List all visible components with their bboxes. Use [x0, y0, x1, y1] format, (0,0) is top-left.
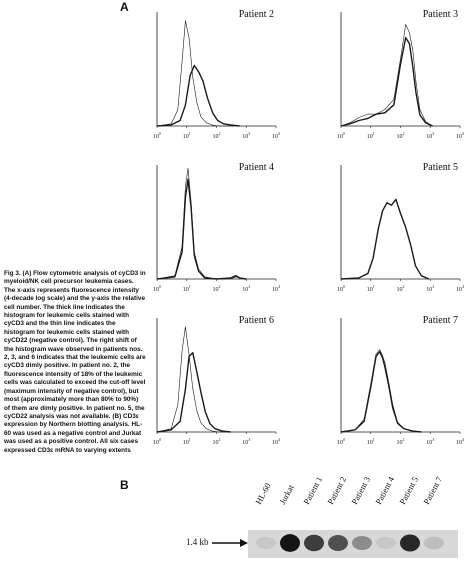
panel-b-label: B [120, 478, 129, 492]
blot-band [304, 534, 324, 552]
x-tick-label: 101 [182, 131, 191, 140]
cycd3-histogram-line [340, 36, 433, 127]
x-tick-label: 101 [366, 131, 375, 140]
x-tick-label: 102 [212, 284, 221, 293]
blot-band [256, 536, 276, 550]
cycd22-histogram-line [340, 349, 422, 433]
histogram-plot [156, 318, 277, 434]
axis-frame [156, 12, 276, 127]
x-tick-label: 104 [272, 437, 280, 446]
cycd22-histogram-line [156, 20, 235, 127]
x-tick-label: 101 [182, 437, 191, 446]
x-tick-label: 101 [182, 284, 191, 293]
cycd22-histogram-line [340, 24, 433, 127]
x-tick-label: 100 [337, 131, 345, 140]
x-tick-label: 103 [426, 437, 435, 446]
x-tick-label: 104 [456, 284, 464, 293]
histogram-panel: Patient 7 100 101 102 103 104 [334, 312, 466, 446]
cycd22-histogram-line [156, 167, 247, 280]
cycd22-histogram-line [156, 326, 229, 433]
histogram-plot [156, 165, 277, 281]
histogram-plot [340, 12, 461, 128]
x-tick-label: 103 [242, 437, 251, 446]
x-tick-label: 102 [396, 437, 405, 446]
histogram-plot [340, 318, 461, 434]
patient-title: Patient 6 [238, 315, 274, 326]
figure-caption: Fig 3. (A) Flow cytometric analysis of c… [4, 270, 146, 454]
cycd3-histogram-line [340, 351, 422, 433]
patient-title: Patient 5 [422, 162, 458, 173]
patient-title: Patient 2 [238, 9, 274, 20]
blot-band [280, 534, 300, 552]
x-tick-label: 103 [426, 284, 435, 293]
patient-title: Patient 7 [422, 315, 458, 326]
blot-band [424, 536, 444, 550]
x-tick-label: 100 [153, 131, 161, 140]
histogram-panel: Patient 4 100 101 102 103 104 [150, 159, 282, 293]
axis-frame [340, 165, 460, 280]
x-tick-label: 100 [153, 437, 161, 446]
x-tick-label: 102 [396, 284, 405, 293]
x-tick-label: 102 [396, 131, 405, 140]
x-tick-label: 101 [366, 284, 375, 293]
axis-frame [340, 318, 460, 433]
x-tick-label: 100 [153, 284, 161, 293]
size-marker-label: 1.4 kb [186, 537, 209, 547]
blot-band [400, 534, 420, 552]
blot-image [248, 530, 458, 558]
histogram-panel: Patient 6 100 101 102 103 104 [150, 312, 282, 446]
cycd3-histogram-line [156, 178, 247, 280]
histogram-panel: Patient 3 100 101 102 103 104 [334, 6, 466, 140]
x-tick-label: 103 [426, 131, 435, 140]
x-tick-label: 104 [272, 131, 280, 140]
histogram-plot [340, 165, 461, 281]
blot-band [328, 535, 348, 551]
blot-band [376, 536, 396, 550]
cycd3-histogram-line [156, 64, 240, 127]
x-tick-label: 104 [456, 131, 464, 140]
patient-title: Patient 4 [238, 162, 274, 173]
axis-frame [156, 165, 276, 280]
x-tick-label: 100 [337, 437, 345, 446]
patient-title: Patient 3 [422, 9, 458, 20]
cycd3-histogram-line [156, 352, 231, 433]
x-tick-label: 102 [212, 131, 221, 140]
histogram-panel: Patient 2 100 101 102 103 104 [150, 6, 282, 140]
x-tick-label: 103 [242, 131, 251, 140]
x-tick-label: 104 [456, 437, 464, 446]
arrow-icon [212, 539, 248, 547]
x-tick-label: 100 [337, 284, 345, 293]
blot-band [352, 535, 372, 551]
cycd3-histogram-line [340, 198, 430, 280]
histogram-plot [156, 12, 277, 128]
x-tick-label: 103 [242, 284, 251, 293]
histogram-panel: Patient 5 100 101 102 103 104 [334, 159, 466, 293]
panel-a-label: A [120, 0, 129, 14]
northern-blot: HL-60 Jurkat Patient 1 Patient 2 Patient 3 Pa… [248, 475, 470, 558]
x-tick-label: 102 [212, 437, 221, 446]
x-tick-label: 104 [272, 284, 280, 293]
x-tick-label: 101 [366, 437, 375, 446]
axis-frame [340, 12, 460, 127]
